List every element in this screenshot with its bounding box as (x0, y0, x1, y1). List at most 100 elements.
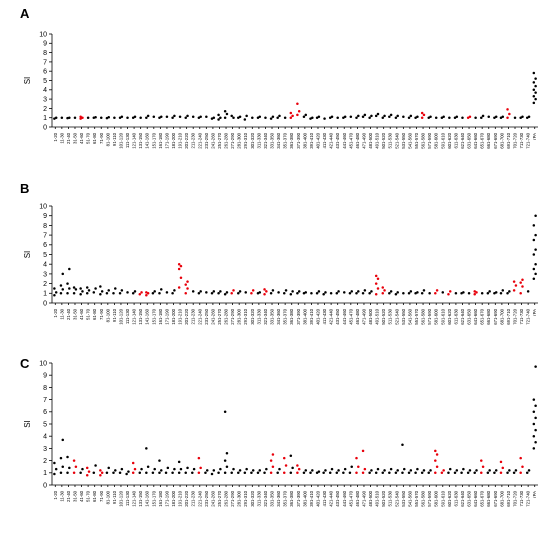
x-tick-label: 401-420 (315, 490, 320, 506)
data-point (493, 471, 496, 475)
data-point (521, 115, 524, 119)
x-tick-label: 41-60 (79, 490, 84, 502)
data-point (66, 471, 69, 475)
data-point (370, 469, 373, 472)
data-point (296, 292, 299, 295)
x-tick-label: 551-570 (414, 308, 419, 324)
x-tick-label: 261-280 (224, 132, 229, 148)
data-point (271, 289, 275, 292)
data-point (317, 115, 321, 119)
data-point (521, 285, 524, 288)
data-point (100, 290, 104, 293)
data-point (297, 290, 301, 293)
data-point (480, 459, 483, 462)
x-tick-label: 61-80 (92, 490, 97, 502)
data-point (238, 290, 242, 293)
data-point (225, 291, 229, 294)
x-tick-label: 481-500 (368, 490, 373, 506)
x-tick-label: 391-410 (309, 490, 314, 506)
data-point (453, 471, 457, 475)
data-point (297, 467, 301, 471)
data-point (61, 438, 65, 442)
data-point (212, 469, 216, 472)
data-point (68, 466, 71, 470)
x-tick-label: 71-90 (99, 490, 104, 502)
data-point (486, 292, 490, 295)
y-tick-label: 1 (43, 291, 47, 298)
y-tick-label: 10 (39, 203, 47, 210)
data-point (383, 469, 386, 472)
x-tick-label: 31-50 (72, 132, 77, 144)
data-point (284, 464, 288, 467)
data-point (376, 277, 380, 280)
x-tick-label: 651-670 (480, 308, 485, 324)
data-point (534, 262, 537, 266)
data-point (138, 293, 142, 296)
data-point (461, 116, 464, 119)
y-tick-label: 9 (43, 41, 47, 48)
data-point (120, 467, 124, 471)
x-tick-label: 321-340 (263, 132, 268, 148)
x-tick-label: 381-400 (302, 490, 307, 506)
y-axis-label: SI (23, 420, 32, 428)
x-tick-label: 161-180 (158, 490, 163, 506)
x-tick-label: 361-380 (289, 132, 294, 148)
x-tick-label: 571-590 (427, 308, 432, 324)
data-point (519, 292, 522, 295)
x-tick-label: 501-520 (381, 490, 386, 506)
data-point (435, 465, 439, 468)
y-tick-label: 2 (43, 106, 47, 113)
data-point (506, 108, 509, 111)
data-point (534, 248, 537, 251)
y-tick-label: 4 (43, 87, 47, 94)
data-point (416, 115, 419, 119)
data-point (447, 471, 450, 475)
data-point (480, 292, 484, 295)
data-point (381, 292, 385, 295)
data-point (350, 465, 353, 468)
data-point (87, 289, 91, 292)
data-point (429, 469, 432, 472)
x-tick-label: 211-230 (191, 490, 196, 506)
data-point (283, 116, 287, 119)
data-point (237, 471, 240, 475)
data-point (534, 214, 537, 217)
data-point (527, 115, 531, 119)
x-tick-label: 551-570 (414, 490, 419, 506)
data-point (79, 471, 82, 475)
x-tick-label: 531-550 (401, 132, 406, 148)
data-point (534, 91, 537, 94)
data-point (99, 473, 102, 477)
x-tick-label: 321-340 (263, 490, 268, 506)
data-point (263, 288, 266, 291)
x-tick-label: 681-700 (499, 490, 504, 506)
data-point (205, 469, 209, 472)
data-point (506, 292, 509, 295)
x-tick-label: 241-260 (210, 490, 215, 506)
data-point (140, 467, 143, 471)
x-tick-label: 201-220 (184, 132, 189, 148)
x-tick-label: 151-170 (151, 490, 156, 506)
x-tick-label: 711-730 (519, 132, 524, 148)
x-tick-label: 61-80 (92, 308, 97, 320)
data-point (61, 465, 65, 468)
data-point (186, 466, 189, 470)
x-tick-label: 571-590 (427, 490, 432, 506)
data-point (177, 471, 181, 475)
x-tick-label: 151-170 (151, 308, 156, 324)
data-point (296, 471, 299, 475)
data-point (486, 471, 490, 475)
data-point (473, 293, 476, 296)
x-tick-label: 641-660 (473, 132, 478, 148)
data-point (368, 116, 371, 119)
panel-letter: A (20, 6, 30, 21)
data-point (160, 469, 163, 472)
x-tick-label: 411-430 (322, 490, 327, 506)
data-point (243, 471, 247, 475)
data-point (158, 471, 161, 475)
data-point (448, 290, 452, 293)
x-tick-label: 451-470 (348, 308, 353, 324)
x-tick-label: 91-110 (112, 132, 117, 146)
data-point (87, 470, 91, 473)
x-tick-label: 51-70 (86, 132, 91, 144)
